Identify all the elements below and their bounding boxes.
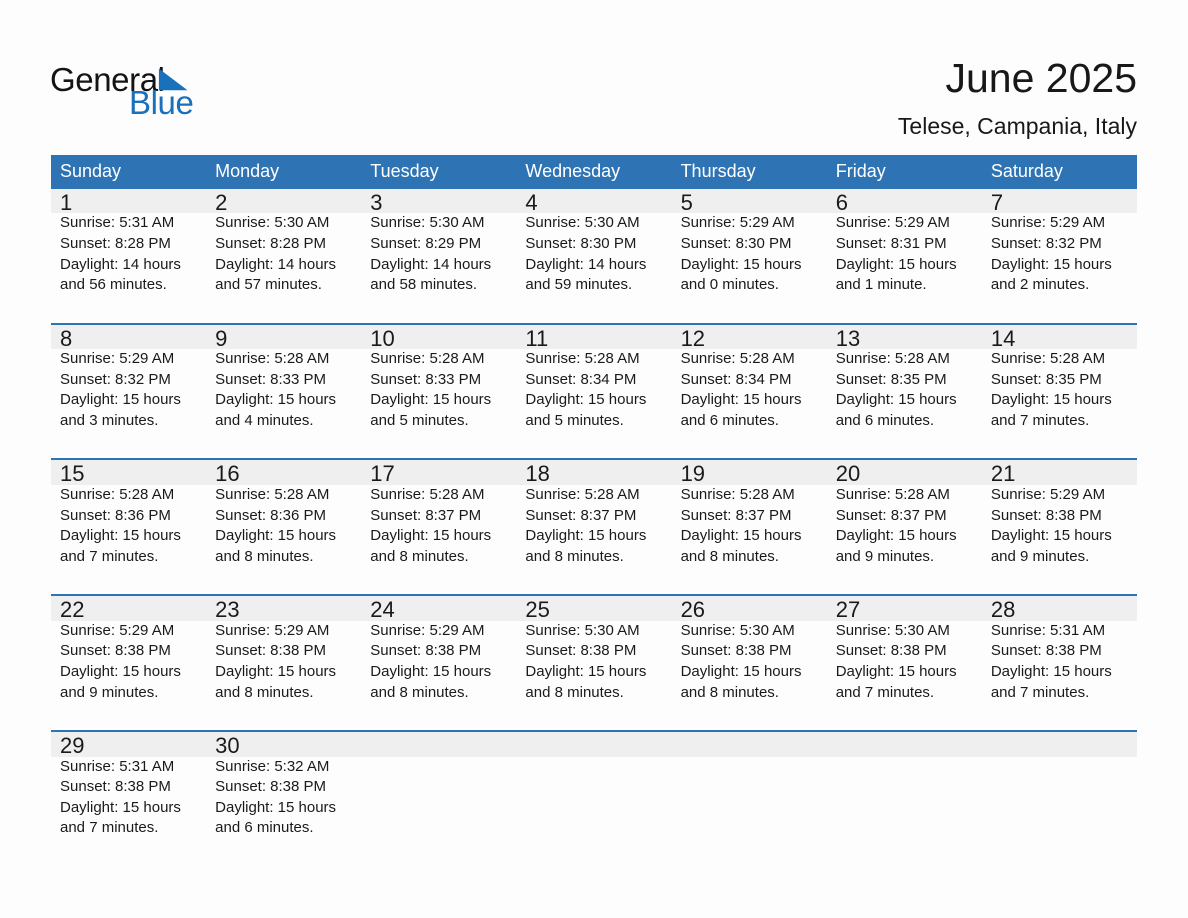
svg-text:Blue: Blue [129, 84, 193, 120]
